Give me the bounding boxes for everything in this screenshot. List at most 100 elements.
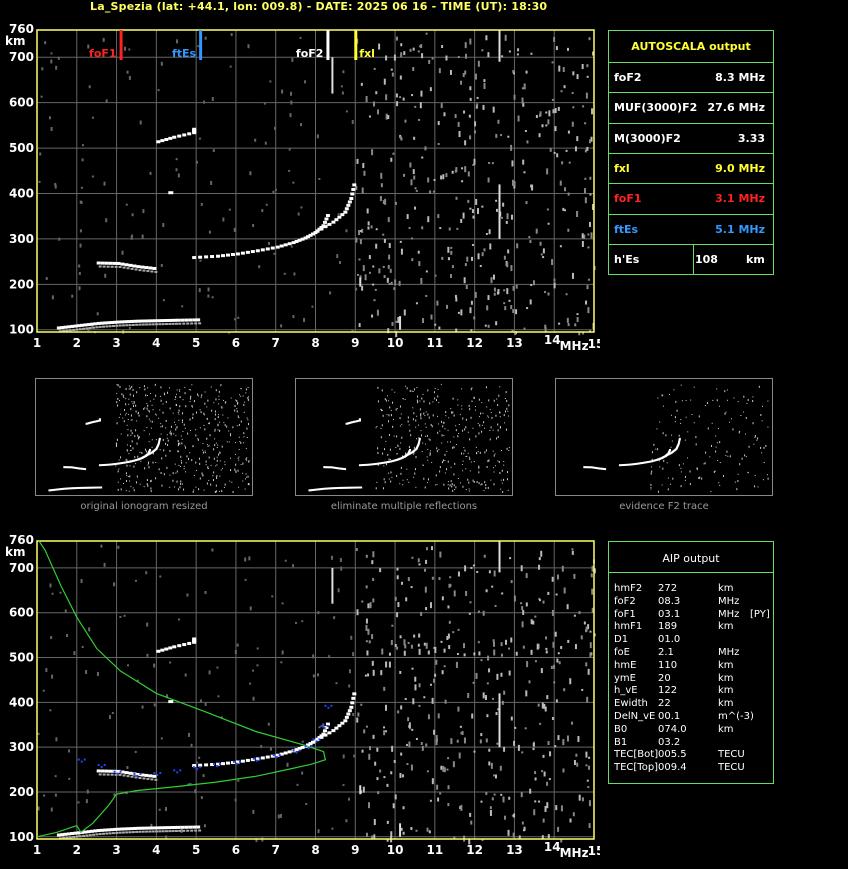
noise-dot xyxy=(438,68,441,74)
x-tick-label: 6 xyxy=(232,336,240,350)
noise-dot xyxy=(195,160,198,164)
noise-dot xyxy=(555,46,558,51)
thumbnail-noise-dot xyxy=(737,473,739,475)
aip-param-value: 01.0 xyxy=(658,634,681,646)
echo-trace-Es xyxy=(92,833,96,836)
noise-dot xyxy=(477,610,480,613)
thumbnail-noise-dot xyxy=(486,465,488,468)
noise-dot xyxy=(447,257,450,261)
thumbnail-noise-dot xyxy=(115,445,117,448)
aip-param-unit: km xyxy=(718,621,734,633)
thumbnail-noise-dot xyxy=(767,477,769,480)
thumbnail-noise-dot xyxy=(455,486,457,489)
noise-dot xyxy=(293,272,296,276)
noise-dot xyxy=(361,187,364,194)
thumbnail-noise-dot xyxy=(392,418,394,420)
thumbnail-noise-dot xyxy=(234,453,236,455)
echo-trace-Es xyxy=(153,319,158,323)
thumbnail-noise-dot xyxy=(195,486,197,488)
thumbnail-trace-dot xyxy=(336,487,339,490)
thumbnail-noise-dot xyxy=(221,490,223,493)
thumbnail-trace-dot xyxy=(67,487,70,490)
thumbnail-noise-dot xyxy=(135,429,137,432)
echo-trace-F1 xyxy=(110,265,114,268)
noise-dot xyxy=(113,793,116,797)
noise-dot xyxy=(510,637,513,643)
thumbnail-trace-dot xyxy=(418,439,421,442)
echo-trace-F1 xyxy=(128,771,133,775)
thumbnail-noise-dot xyxy=(202,449,204,451)
thumbnail-trace-dot xyxy=(157,441,160,444)
thumbnail-noise-dot xyxy=(242,480,244,482)
thumbnail-noise-dot xyxy=(442,422,444,424)
noise-dot xyxy=(113,582,116,587)
noise-dot xyxy=(587,307,590,314)
aip-param-name: hmF2 xyxy=(614,583,643,594)
thumbnail-trace-dot xyxy=(104,463,107,466)
noise-dot xyxy=(493,641,496,647)
noise-dot xyxy=(264,141,267,145)
noise-dot xyxy=(584,149,587,153)
noise-dot xyxy=(412,169,415,175)
thumbnail-noise-dot xyxy=(424,415,426,417)
echo-trace-F2 xyxy=(204,763,209,767)
echo-trace-Es xyxy=(72,836,76,839)
thumbnail-noise-dot xyxy=(760,446,762,449)
noise-dot xyxy=(267,241,270,245)
thumbnail-noise-dot xyxy=(658,460,660,462)
noise-dot xyxy=(364,674,367,677)
echo-trace-Es xyxy=(172,318,177,322)
noise-dot xyxy=(187,783,190,786)
noise-dot xyxy=(413,634,416,638)
noise-dot xyxy=(495,199,498,202)
thumbnail-noise-dot xyxy=(417,395,419,398)
noise-dot xyxy=(390,640,393,646)
thumbnail-noise-dot xyxy=(132,403,134,405)
thumbnail-noise-dot xyxy=(396,436,398,438)
thumbnail-noise-dot xyxy=(427,482,429,484)
noise-dot xyxy=(530,649,533,655)
thumbnail-noise-dot xyxy=(244,488,246,490)
thumbnail-noise-dot xyxy=(481,430,483,433)
echo-trace-Es xyxy=(99,828,104,832)
noise-dot xyxy=(569,678,572,685)
noise-dot xyxy=(407,642,410,645)
thumbnail-trace-dot xyxy=(84,486,87,489)
noise-dot xyxy=(139,120,142,125)
noise-dot xyxy=(555,805,558,811)
thumbnail-noise-dot xyxy=(468,481,470,484)
thumbnail-noise-dot xyxy=(138,436,140,438)
thumbnail-trace-dot xyxy=(629,463,632,466)
thumbnail-noise-dot xyxy=(465,488,467,490)
thumbnail-caption-original: original ionogram resized xyxy=(80,501,208,512)
thumbnail-noise-dot xyxy=(698,415,700,418)
thumbnail-noise-dot xyxy=(206,406,208,408)
thumbnail-noise-dot xyxy=(219,460,221,462)
thumbnail-trace-dot xyxy=(366,463,369,466)
noise-dot xyxy=(271,595,274,598)
noise-dot xyxy=(153,703,156,707)
noise-dot xyxy=(365,554,368,558)
thumbnail-noise-dot xyxy=(175,435,177,437)
echo-trace-F2 xyxy=(311,232,316,236)
noise-dot xyxy=(510,716,513,721)
thumbnail-noise-dot xyxy=(377,463,379,466)
thumbnail-noise-dot xyxy=(458,432,460,434)
noise-dot xyxy=(37,806,40,811)
thumbnail-noise-dot xyxy=(155,439,157,441)
thumbnail-noise-dot xyxy=(724,412,726,415)
thumbnail-noise-dot xyxy=(125,490,127,492)
thumbnail-noise-dot xyxy=(123,408,125,411)
thumbnail-noise-dot xyxy=(166,437,168,439)
thumbnail-noise-dot xyxy=(469,408,471,411)
thumbnail-noise-dot xyxy=(504,398,506,400)
noise-dot xyxy=(463,653,466,657)
noise-dot xyxy=(421,745,424,751)
noise-dot xyxy=(351,329,354,332)
thumbnail-noise-dot xyxy=(416,415,418,417)
noise-dot xyxy=(368,115,371,118)
echo-trace-Es xyxy=(66,832,71,836)
echo-trace-Es xyxy=(62,330,66,333)
thumbnail-noise-dot xyxy=(481,402,483,404)
noise-dot xyxy=(469,38,472,45)
